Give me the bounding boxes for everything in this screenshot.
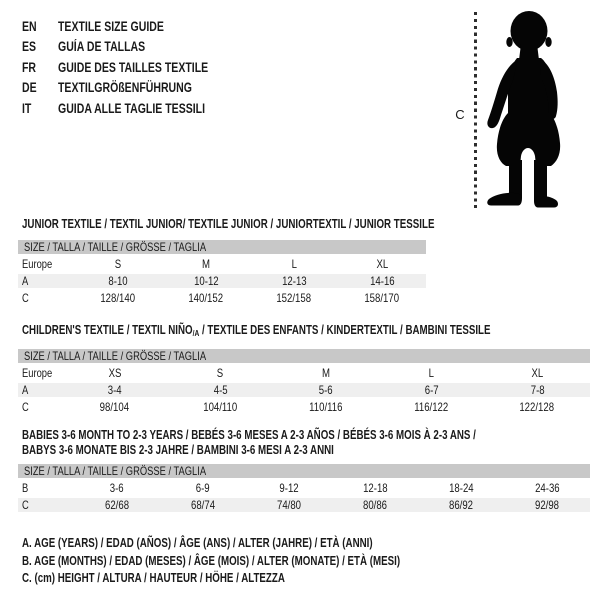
row-label: C xyxy=(22,400,29,414)
row-label: B xyxy=(22,481,29,495)
cell-value: 12-18 xyxy=(362,481,388,495)
language-row-de: DE TEXTILGRÖßENFÜHRUNG xyxy=(22,78,251,98)
language-code: IT xyxy=(22,100,32,116)
cell-value: 8-10 xyxy=(108,274,128,288)
cell-value: 10-12 xyxy=(193,274,219,288)
row-label: A xyxy=(22,274,29,288)
language-label: TEXTILE SIZE GUIDE xyxy=(58,19,164,34)
cell-value: XL xyxy=(531,366,544,380)
size-header-bar: SIZE / TALLA / TAILLE / GRÖSSE / TAGLIA xyxy=(18,240,426,254)
table-row: Europe XS S M L XL xyxy=(18,366,590,380)
cell-value: 3-6 xyxy=(110,481,124,495)
baby-silhouette-icon xyxy=(487,11,561,208)
language-label: TEXTILGRÖßENFÜHRUNG xyxy=(58,80,192,96)
babies-title-line1: BABIES 3-6 MONTH TO 2-3 YEARS / BEBÉS 3-… xyxy=(22,428,476,442)
cell-value: 24-36 xyxy=(534,481,560,495)
cell-value: 110/116 xyxy=(309,400,343,414)
babies-textile-table: SIZE / TALLA / TAILLE / GRÖSSE / TAGLIA … xyxy=(18,461,590,515)
cell-value: 62/68 xyxy=(104,498,130,512)
cell-value: 18-24 xyxy=(448,481,474,495)
table-row: B 3-6 6-9 9-12 12-18 18-24 24-36 xyxy=(18,481,590,495)
cell-value: 140/152 xyxy=(188,291,224,305)
language-label: GUIDA ALLE TAGLIE TESSILI xyxy=(58,100,206,116)
language-row-es: ES GUÍA DE TALLAS xyxy=(22,37,251,57)
language-code: FR xyxy=(22,59,37,75)
cell-value: 4-5 xyxy=(213,383,228,397)
language-row-fr: FR GUIDE DES TAILLES TEXTILE xyxy=(22,58,251,78)
table-row: A 3-4 4-5 5-6 6-7 7-8 xyxy=(18,383,590,397)
table-row: C 128/140 140/152 152/158 158/170 xyxy=(18,291,426,305)
footnote-c: C. (cm) HEIGHT / ALTURA / HAUTEUR / HÖHE… xyxy=(22,571,285,585)
row-label: Europe xyxy=(22,257,53,271)
language-code: EN xyxy=(22,19,37,34)
cell-value: M xyxy=(202,257,210,271)
language-guide-list: EN TEXTILE SIZE GUIDE ES GUÍA DE TALLAS … xyxy=(22,17,251,119)
height-measure-dotted-line xyxy=(474,12,477,208)
row-label: C xyxy=(22,291,29,305)
cell-value: 158/170 xyxy=(364,291,400,305)
cell-value: 116/122 xyxy=(414,400,449,414)
cell-value: M xyxy=(321,366,330,380)
cell-value: 122/128 xyxy=(519,400,555,414)
cell-value: 80/86 xyxy=(362,498,388,512)
cell-value: 7-8 xyxy=(530,383,545,397)
title-subscript: /A xyxy=(192,328,200,338)
footnote-a: A. AGE (YEARS) / EDAD (AÑOS) / ÂGE (ANS)… xyxy=(22,536,373,550)
cell-value: 12-13 xyxy=(281,274,307,288)
footnotes: A. AGE (YEARS) / EDAD (AÑOS) / ÂGE (ANS)… xyxy=(22,535,507,588)
language-row-it: IT GUIDA ALLE TAGLIE TESSILI xyxy=(22,99,251,119)
cell-value: 5-6 xyxy=(319,383,333,397)
height-measure-label: C xyxy=(455,107,465,122)
cell-value: 3-4 xyxy=(107,383,122,397)
childrens-textile-title: CHILDREN'S TEXTILE / TEXTIL NIÑO/A / TEX… xyxy=(22,323,491,338)
cell-value: S xyxy=(217,366,224,380)
language-label: GUÍA DE TALLAS xyxy=(58,39,146,55)
childrens-textile-table: SIZE / TALLA / TAILLE / GRÖSSE / TAGLIA … xyxy=(18,346,590,417)
language-label: GUIDE DES TAILLES TEXTILE xyxy=(58,59,209,75)
row-label: A xyxy=(22,383,29,397)
table-row: C 98/104 104/110 110/116 116/122 122/128 xyxy=(18,400,590,414)
cell-value: 128/140 xyxy=(100,291,136,305)
footnote-b: B. AGE (MONTHS) / EDAD (MESES) / ÂGE (MO… xyxy=(22,553,401,568)
cell-value: 74/80 xyxy=(276,498,302,512)
language-code: ES xyxy=(22,39,37,55)
language-row-en: EN TEXTILE SIZE GUIDE xyxy=(22,17,251,37)
cell-value: 92/98 xyxy=(534,498,560,512)
cell-value: L xyxy=(428,366,435,380)
cell-value: S xyxy=(114,257,122,271)
row-label: Europe xyxy=(22,366,53,380)
cell-value: 98/104 xyxy=(100,400,130,414)
table-row: A 8-10 10-12 12-13 14-16 xyxy=(18,274,426,288)
language-code: DE xyxy=(22,80,37,96)
size-header-bar: SIZE / TALLA / TAILLE / GRÖSSE / TAGLIA xyxy=(18,464,590,478)
cell-value: L xyxy=(291,257,297,271)
babies-textile-section: BABIES 3-6 MONTH TO 2-3 YEARS / BEBÉS 3-… xyxy=(18,428,590,515)
cell-value: 104/110 xyxy=(203,400,238,414)
cell-value: 68/74 xyxy=(190,498,216,512)
cell-value: 6-9 xyxy=(196,481,210,495)
cell-value: XS xyxy=(108,366,122,380)
cell-value: 152/158 xyxy=(276,291,312,305)
row-label: C xyxy=(22,498,29,512)
babies-title-line2: BABYS 3-6 MONATE BIS 2-3 JAHRE / BAMBINI… xyxy=(22,442,334,457)
junior-textile-section: JUNIOR TEXTILE / TEXTIL JUNIOR/ TEXTILE … xyxy=(18,217,435,308)
table-row: Europe S M L XL xyxy=(18,257,426,271)
junior-textile-title: JUNIOR TEXTILE / TEXTIL JUNIOR/ TEXTILE … xyxy=(22,217,435,231)
cell-value: 9-12 xyxy=(279,481,299,495)
cell-value: XL xyxy=(376,257,388,271)
cell-value: 6-7 xyxy=(424,383,439,397)
junior-textile-table: SIZE / TALLA / TAILLE / GRÖSSE / TAGLIA … xyxy=(18,237,426,308)
table-row: C 62/68 68/74 74/80 80/86 86/92 92/98 xyxy=(18,498,590,512)
cell-value: 86/92 xyxy=(448,498,474,512)
size-header-bar: SIZE / TALLA / TAILLE / GRÖSSE / TAGLIA xyxy=(18,349,590,363)
cell-value: 14-16 xyxy=(369,274,395,288)
childrens-textile-section: CHILDREN'S TEXTILE / TEXTIL NIÑO/A / TEX… xyxy=(18,323,590,417)
